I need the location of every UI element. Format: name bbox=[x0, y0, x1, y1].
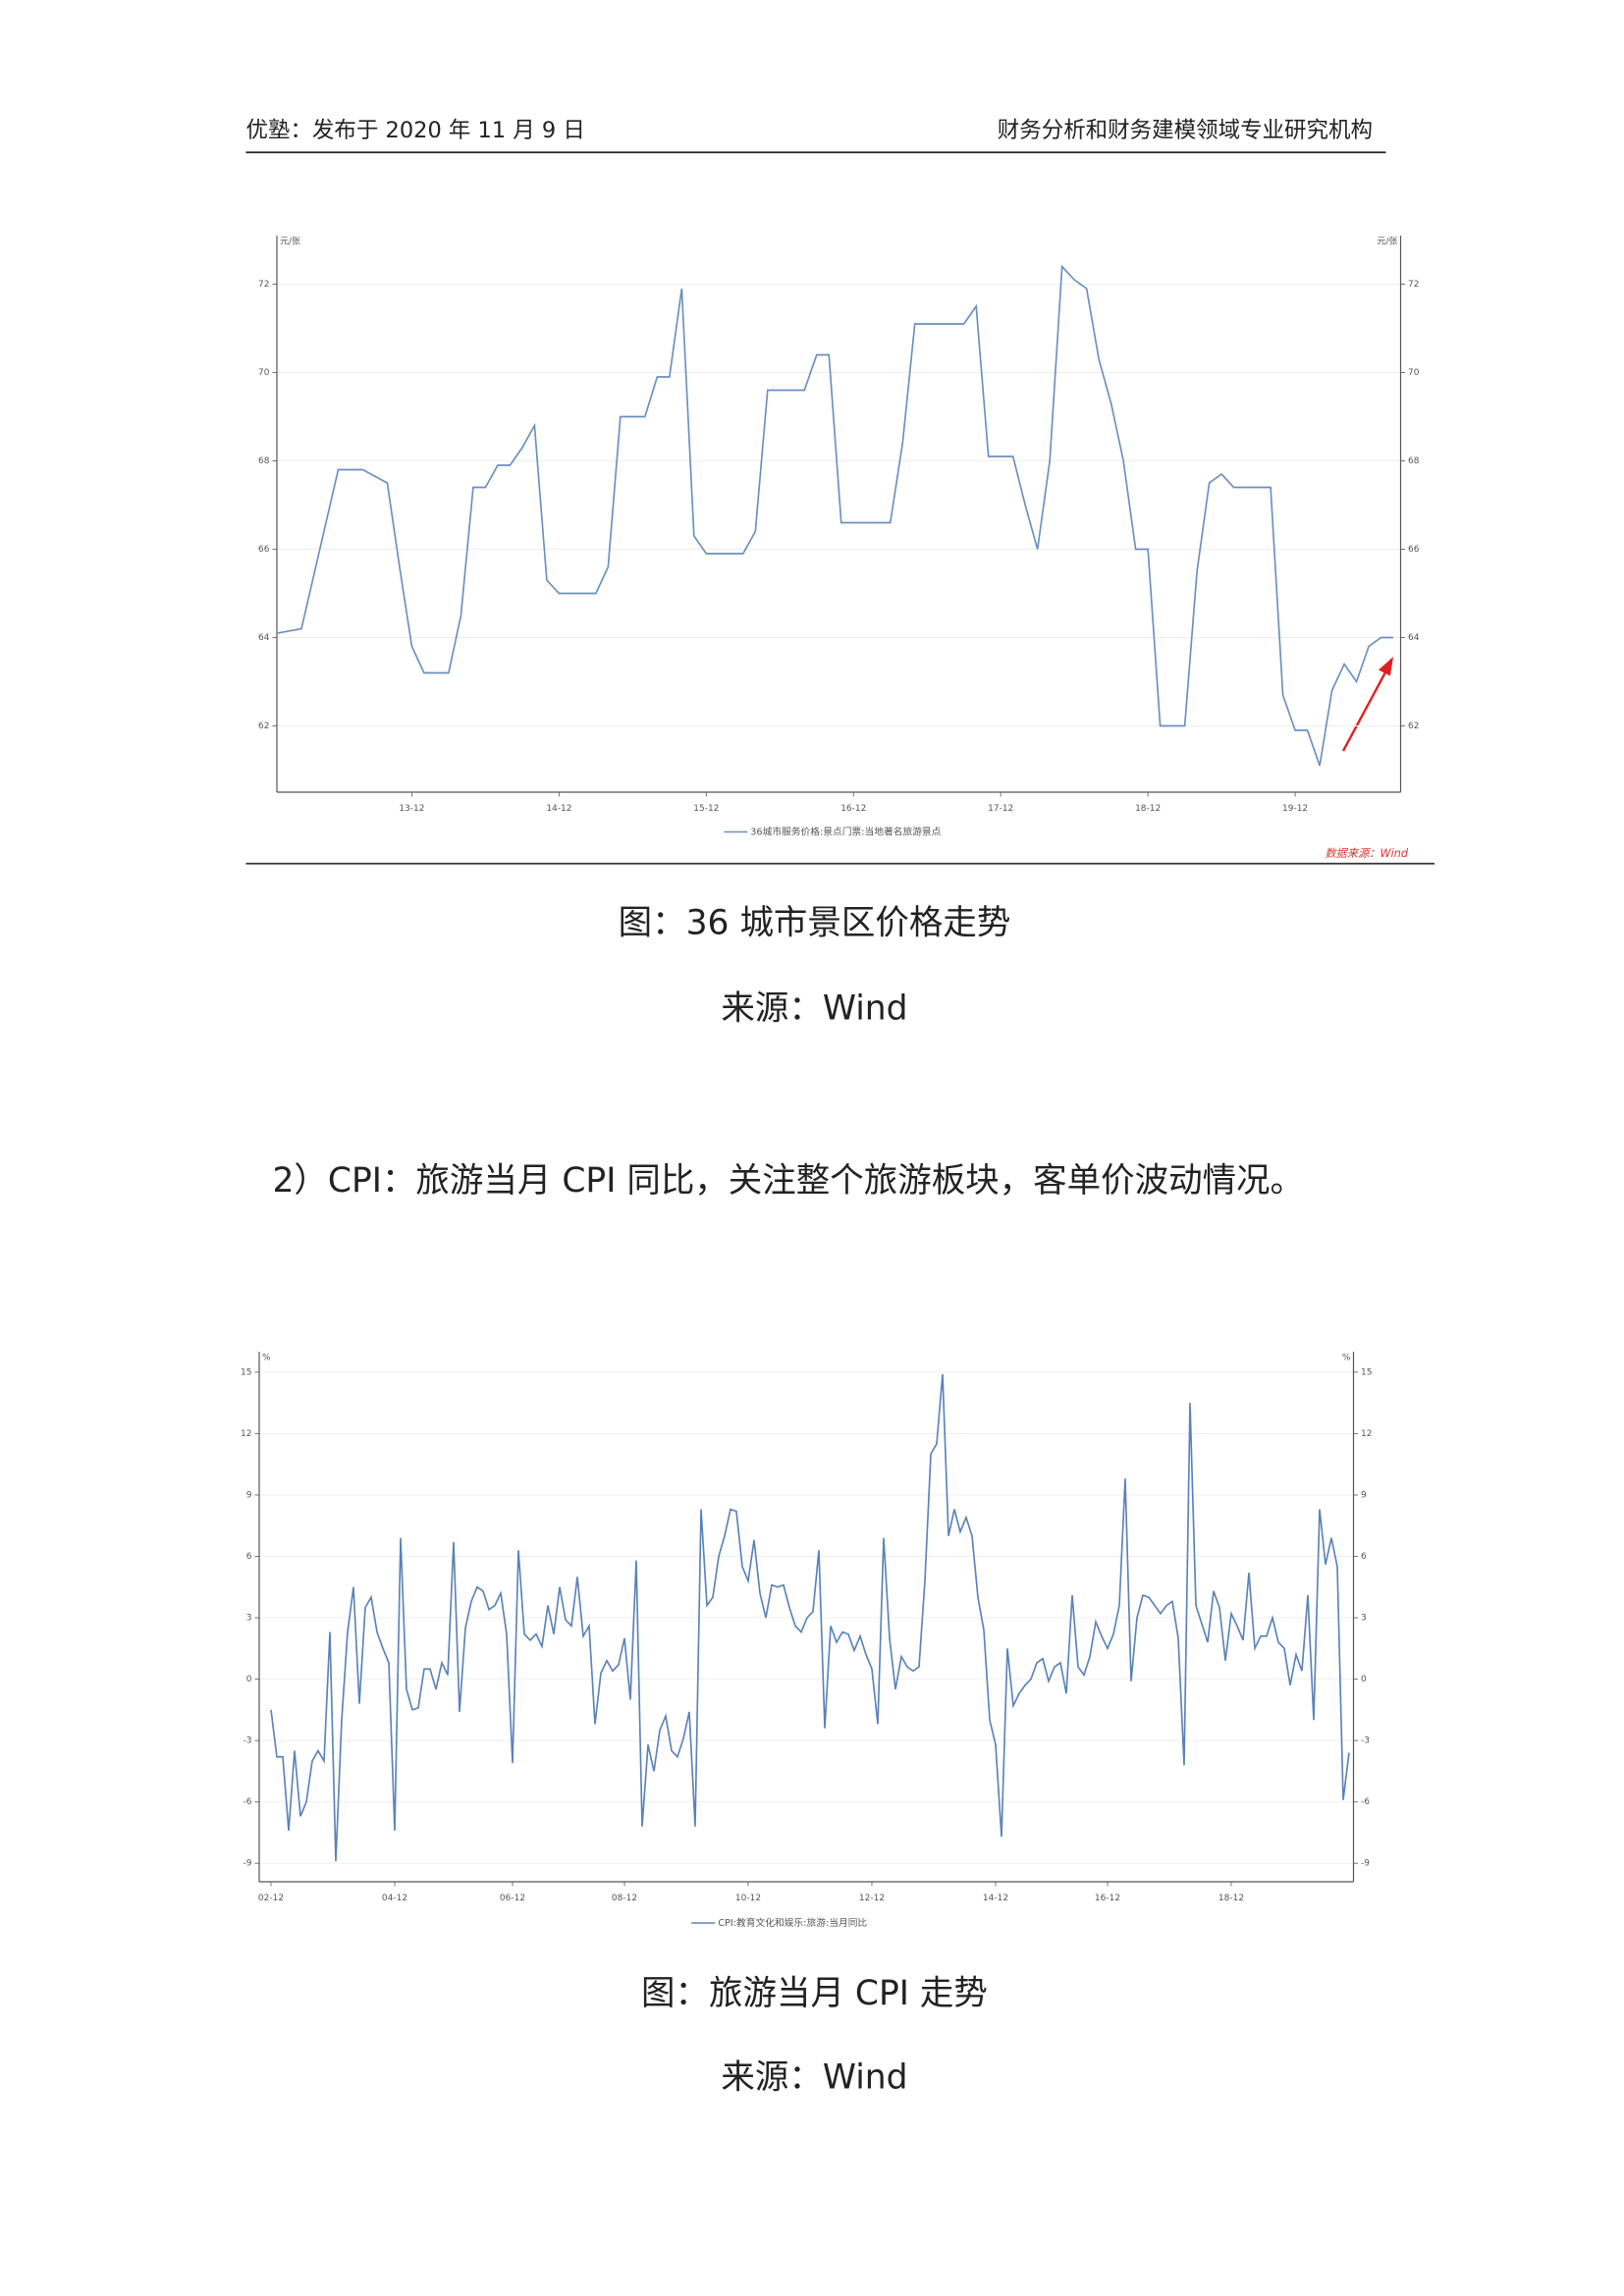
y2-tick-label: 70 bbox=[1408, 368, 1420, 378]
y-tick-label: 70 bbox=[258, 368, 270, 378]
y2-tick-label: 12 bbox=[1361, 1429, 1372, 1439]
y-tick-label: 12 bbox=[241, 1429, 251, 1439]
x-tick-label: 04-12 bbox=[382, 1894, 407, 1903]
caption-source: 来源：Wind bbox=[721, 989, 907, 1029]
y2-tick-label: 6 bbox=[1361, 1552, 1367, 1562]
y2-tick-label: 3 bbox=[1361, 1614, 1367, 1624]
x-tick-label: 14-12 bbox=[983, 1894, 1008, 1903]
x-tick-label: 10-12 bbox=[735, 1894, 761, 1903]
y-tick-label: 72 bbox=[258, 280, 269, 290]
y2-tick-label: 15 bbox=[1361, 1367, 1372, 1377]
y-tick-label: 62 bbox=[258, 721, 269, 731]
legend-label: CPI:教育文化和娱乐:旅游:当月同比 bbox=[718, 1916, 867, 1929]
y2-tick-label: 66 bbox=[1408, 545, 1420, 555]
y-tick-label: -3 bbox=[244, 1736, 252, 1746]
y-tick-label: 6 bbox=[246, 1552, 252, 1562]
y2-tick-label: -3 bbox=[1361, 1736, 1370, 1746]
y-tick-label: 64 bbox=[258, 633, 270, 643]
x-tick-label: 19-12 bbox=[1282, 804, 1308, 814]
x-tick-label: 14-12 bbox=[546, 804, 571, 814]
x-tick-label: 02-12 bbox=[258, 1894, 284, 1903]
source-note: 数据来源：Wind bbox=[1325, 847, 1409, 860]
arrow bbox=[1341, 670, 1387, 752]
y-tick-label: -9 bbox=[244, 1859, 252, 1869]
y-tick-label: -6 bbox=[244, 1797, 252, 1807]
y-tick-label: 0 bbox=[246, 1675, 252, 1684]
x-tick-label: 13-12 bbox=[399, 804, 424, 814]
legend-label: 36城市服务价格:景点门票:当地著名旅游景点 bbox=[750, 826, 941, 838]
x-tick-label: 18-12 bbox=[1218, 1894, 1244, 1903]
paragraph: 2）CPI：旅游当月 CPI 同比，关注整个旅游板块，客单价波动情况。 bbox=[272, 1161, 1304, 1201]
data-line bbox=[270, 1373, 1350, 1862]
caption-source: 来源：Wind bbox=[721, 2057, 907, 2097]
y2-unit: % bbox=[1342, 1354, 1351, 1363]
y-unit: 元/张 bbox=[280, 237, 300, 247]
y2-tick-label: -6 bbox=[1361, 1797, 1370, 1807]
y-unit: % bbox=[262, 1354, 271, 1363]
y2-tick-label: 62 bbox=[1408, 721, 1419, 731]
caption-title: 图：旅游当月 CPI 走势 bbox=[641, 1974, 988, 2013]
x-tick-label: 16-12 bbox=[840, 804, 866, 814]
y2-unit: 元/张 bbox=[1377, 237, 1397, 247]
x-tick-label: 12-12 bbox=[859, 1894, 885, 1903]
y2-tick-label: -9 bbox=[1361, 1859, 1370, 1869]
y2-tick-label: 72 bbox=[1408, 280, 1419, 290]
x-tick-label: 16-12 bbox=[1095, 1894, 1120, 1903]
arrow-head bbox=[1378, 657, 1393, 676]
y2-tick-label: 9 bbox=[1361, 1490, 1367, 1500]
header-right: 财务分析和财务建模领域专业研究机构 bbox=[998, 118, 1373, 143]
x-tick-label: 17-12 bbox=[988, 804, 1013, 814]
y-tick-label: 66 bbox=[258, 545, 270, 555]
x-tick-label: 08-12 bbox=[612, 1894, 637, 1903]
y-tick-label: 3 bbox=[246, 1614, 252, 1624]
caption-title: 图：36 城市景区价格走势 bbox=[619, 904, 1011, 943]
y-tick-label: 9 bbox=[246, 1490, 252, 1500]
y2-tick-label: 64 bbox=[1408, 633, 1420, 643]
y2-tick-label: 68 bbox=[1408, 456, 1420, 466]
y2-tick-label: 0 bbox=[1361, 1675, 1367, 1684]
x-tick-label: 18-12 bbox=[1135, 804, 1161, 814]
y-tick-label: 68 bbox=[258, 456, 270, 466]
x-tick-label: 15-12 bbox=[693, 804, 719, 814]
header-left: 优塾：发布于 2020 年 11 月 9 日 bbox=[245, 118, 584, 143]
x-tick-label: 06-12 bbox=[500, 1894, 525, 1903]
y-tick-label: 15 bbox=[241, 1367, 251, 1377]
data-line bbox=[276, 264, 1394, 767]
